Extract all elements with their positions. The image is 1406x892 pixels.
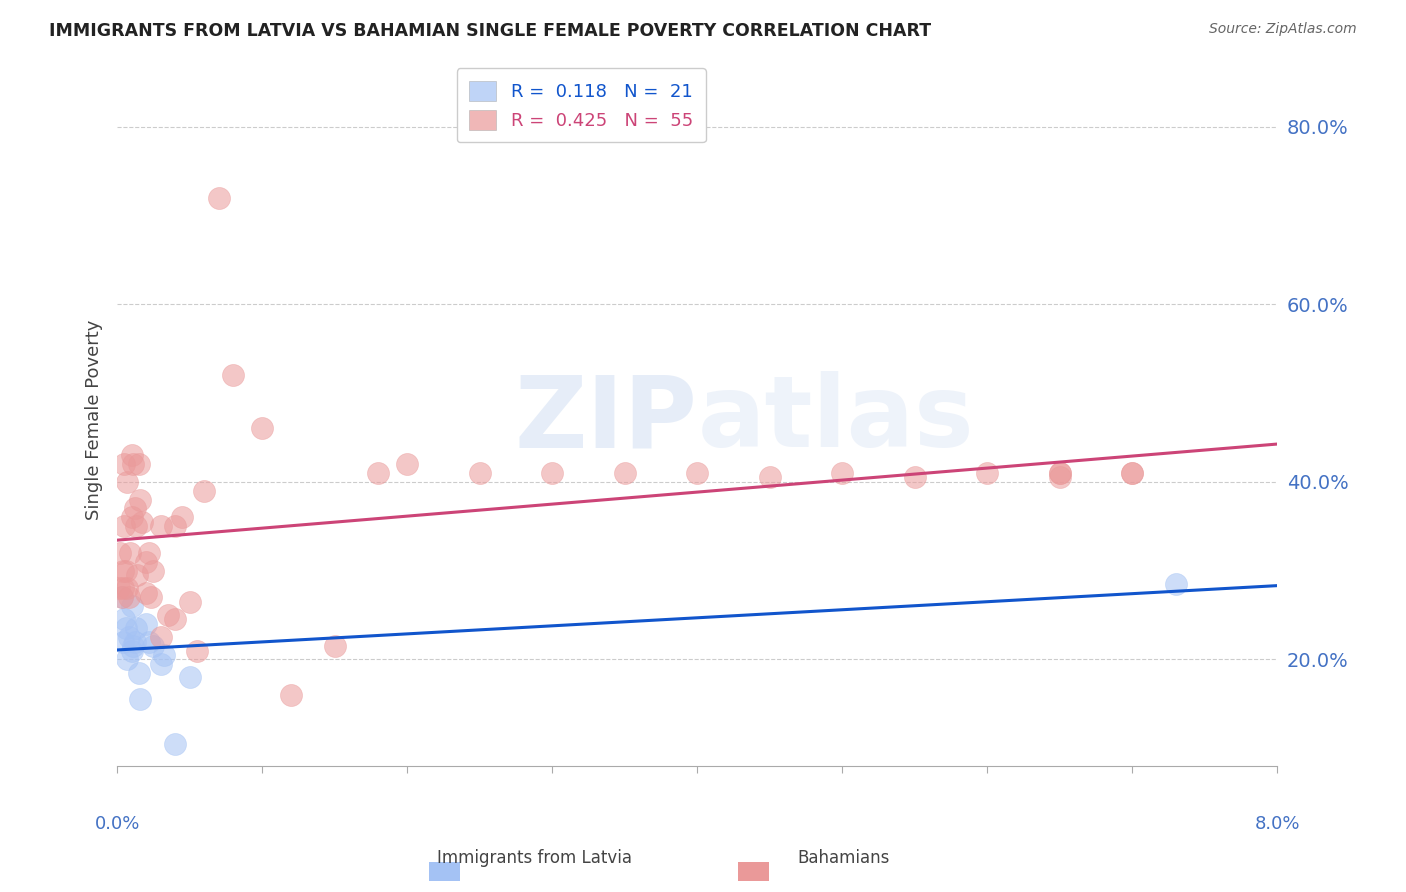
Text: atlas: atlas (697, 371, 974, 468)
Point (142, 564, 165, 578)
Point (117, 475, 139, 489)
Point (110, 591, 132, 605)
Point (149, 519, 172, 533)
Point (135, 616, 157, 631)
Point (118, 630, 141, 644)
Point (124, 634, 146, 648)
Point (129, 692, 152, 706)
Point (117, 582, 139, 596)
Point (758, 470, 780, 484)
Point (396, 457, 419, 471)
Point (114, 457, 136, 471)
Point (613, 466, 636, 480)
Point (179, 595, 201, 609)
Point (129, 492, 152, 507)
Point (1049, 466, 1071, 480)
Point (165, 519, 187, 533)
Point (165, 737, 187, 751)
Point (156, 607, 179, 622)
Point (111, 634, 134, 648)
Text: Source: ZipAtlas.com: Source: ZipAtlas.com (1209, 22, 1357, 37)
Text: Immigrants from Latvia: Immigrants from Latvia (437, 849, 631, 867)
Point (149, 630, 172, 644)
Point (115, 621, 138, 635)
Text: ZIP: ZIP (515, 371, 697, 468)
Point (111, 582, 134, 596)
Point (280, 688, 302, 702)
Point (1164, 577, 1187, 591)
Point (468, 466, 491, 480)
Point (138, 634, 160, 648)
Point (208, 190, 231, 204)
Point (1049, 466, 1071, 480)
Point (124, 501, 146, 516)
Point (139, 591, 162, 605)
Point (367, 466, 389, 480)
Point (541, 466, 564, 480)
Point (122, 639, 145, 653)
Point (686, 466, 709, 480)
Point (128, 457, 150, 471)
Point (250, 421, 273, 435)
Point (904, 470, 927, 484)
Point (172, 510, 194, 524)
Point (120, 546, 142, 560)
Point (179, 670, 201, 684)
Point (117, 652, 139, 666)
Point (1121, 466, 1143, 480)
Point (131, 515, 153, 529)
Point (135, 586, 157, 600)
Point (121, 599, 143, 613)
Point (127, 568, 149, 582)
Y-axis label: Single Female Poverty: Single Female Poverty (86, 319, 103, 520)
Point (121, 643, 143, 657)
Point (110, 591, 132, 605)
Point (118, 591, 141, 605)
Text: 0.0%: 0.0% (94, 814, 139, 833)
Point (152, 648, 174, 662)
Point (135, 555, 157, 569)
Point (1049, 470, 1071, 484)
Point (142, 639, 165, 653)
Point (114, 519, 136, 533)
Point (165, 612, 187, 626)
Point (114, 612, 136, 626)
Point (831, 466, 853, 480)
Point (128, 665, 150, 680)
Point (125, 621, 148, 635)
Point (108, 546, 131, 560)
Point (193, 483, 215, 498)
Point (186, 643, 208, 657)
Point (138, 546, 160, 560)
Point (323, 639, 346, 653)
Point (121, 448, 143, 462)
Point (125, 519, 148, 533)
Point (1121, 466, 1143, 480)
Point (976, 466, 998, 480)
Point (121, 510, 143, 524)
Point (222, 368, 245, 383)
Text: IMMIGRANTS FROM LATVIA VS BAHAMIAN SINGLE FEMALE POVERTY CORRELATION CHART: IMMIGRANTS FROM LATVIA VS BAHAMIAN SINGL… (49, 22, 931, 40)
Legend: R =  0.118   N =  21, R =  0.425   N =  55: R = 0.118 N = 21, R = 0.425 N = 55 (457, 69, 706, 143)
Point (107, 582, 129, 596)
Point (122, 457, 145, 471)
Point (111, 564, 134, 578)
Text: Bahamians: Bahamians (797, 849, 890, 867)
Point (149, 657, 172, 671)
Text: 8.0%: 8.0% (1254, 814, 1301, 833)
Point (115, 564, 138, 578)
